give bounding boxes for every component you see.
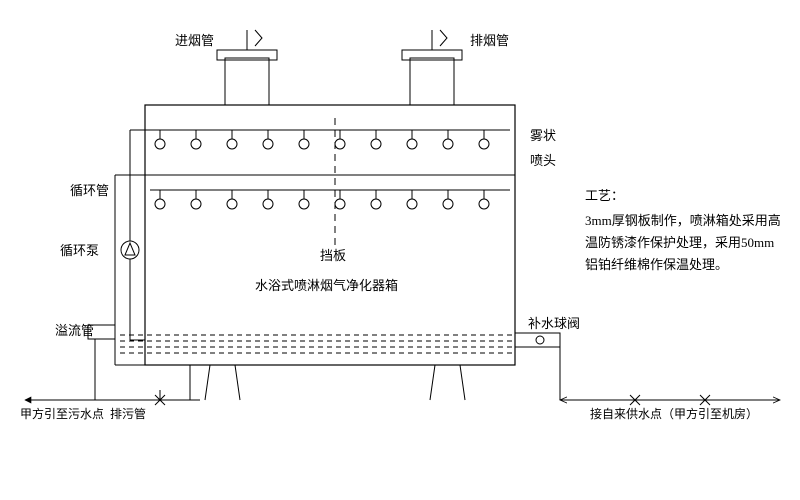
nozzle [263,139,273,149]
circ-pipe [130,130,150,340]
process-title: 工艺： [585,188,624,203]
overflow-label: 溢流管 [55,323,94,338]
water-level [120,335,512,353]
nozzle [155,199,165,209]
nozzle [335,199,345,209]
left-note: 甲方引至污水点 [20,406,104,421]
nozzle [155,139,165,149]
process-body: 3mm厚钢板制作，喷淋箱处采用高温防锈漆作保护处理，采用50mm铝铂纤维棉作保温… [585,210,785,276]
nozzle [299,139,309,149]
nozzles [155,130,489,209]
nozzle [191,139,201,149]
nozzle [407,139,417,149]
left-drain-line [25,339,200,405]
circ-pipe-label: 循环管 [70,183,109,198]
nozzle [371,199,381,209]
outlet-pipe-label: 排烟管 [470,33,509,48]
baffle-label: 挡板 [320,248,346,263]
inlet-pipe-label: 进烟管 [175,33,214,48]
inlet-pipe [217,30,277,105]
mist-label-1: 雾状 [530,128,556,143]
nozzle [479,139,489,149]
nozzle [407,199,417,209]
nozzle [443,139,453,149]
drain-label: 排污管 [110,406,146,421]
outlet-pipe [402,30,462,105]
nozzle [371,139,381,149]
makeup-valve [515,333,560,347]
circ-pump-symbol [121,241,139,259]
nozzle [227,199,237,209]
nozzle [443,199,453,209]
nozzle [191,199,201,209]
nozzle [335,139,345,149]
right-supply-line [560,347,780,405]
mist-label-2: 喷头 [530,153,556,168]
legs [205,365,465,400]
makeup-label: 补水球阀 [528,316,580,331]
nozzle [479,199,489,209]
nozzle [263,199,273,209]
box-title: 水浴式喷淋烟气净化器箱 [255,278,398,293]
circ-pump-label: 循环泵 [60,243,99,258]
right-note: 接自来供水点（甲方引至机房） [590,406,758,421]
nozzle [227,139,237,149]
nozzle [299,199,309,209]
